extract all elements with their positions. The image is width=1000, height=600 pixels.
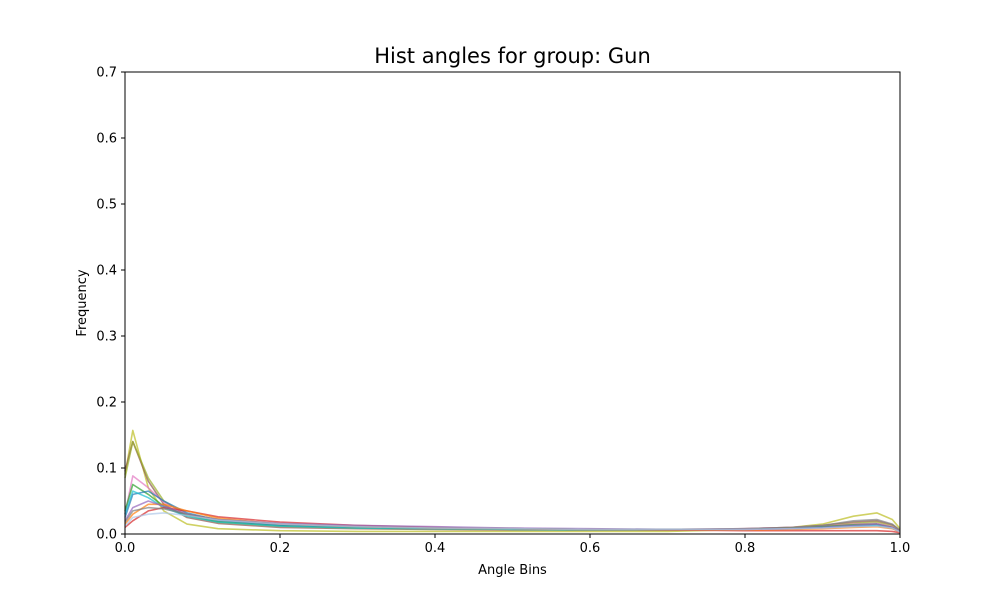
series-group bbox=[124, 429, 901, 534]
y-tick-label: 0.3 bbox=[96, 330, 117, 345]
x-tick-label: 0.6 bbox=[580, 541, 601, 556]
x-tick-label: 0.8 bbox=[735, 541, 756, 556]
x-tick-label: 0.4 bbox=[425, 541, 446, 556]
x-tick-label: 0.2 bbox=[270, 541, 291, 556]
series-line-11 bbox=[124, 512, 901, 533]
y-tick-label: 0.7 bbox=[96, 66, 117, 81]
y-tick-label: 0.0 bbox=[96, 528, 117, 543]
x-tick-label: 1.0 bbox=[890, 541, 911, 556]
x-axis: 0.0 0.2 0.4 0.6 0.8 1.0 bbox=[115, 534, 911, 556]
y-axis-label: Frequency bbox=[75, 269, 90, 336]
x-axis-label: Angle Bins bbox=[478, 563, 547, 578]
y-tick-label: 0.4 bbox=[96, 264, 117, 279]
plot-frame bbox=[124, 71, 901, 535]
chart-title: Hist angles for group: Gun bbox=[374, 44, 651, 68]
y-tick-label: 0.1 bbox=[96, 462, 117, 477]
series-line-0 bbox=[124, 429, 901, 533]
y-axis: 0.0 0.1 0.2 0.3 0.4 0.5 0.6 0.7 bbox=[96, 66, 125, 543]
y-tick-label: 0.6 bbox=[96, 132, 117, 147]
x-tick-label: 0.0 bbox=[115, 541, 136, 556]
y-tick-label: 0.2 bbox=[96, 396, 117, 411]
y-tick-label: 0.5 bbox=[96, 198, 117, 213]
